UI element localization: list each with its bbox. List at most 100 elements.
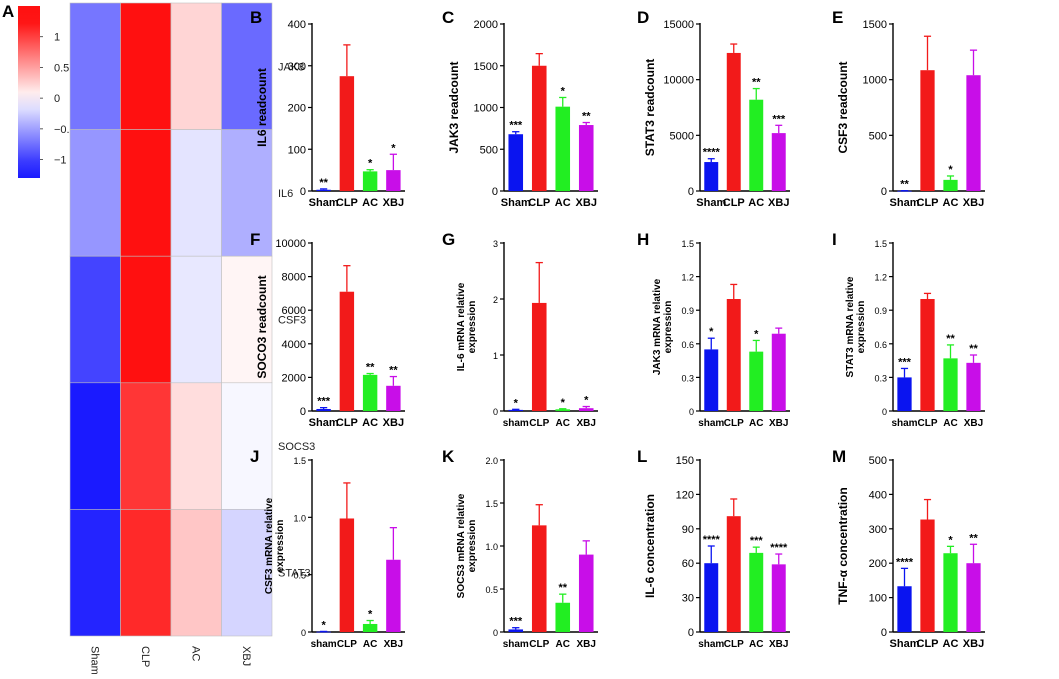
x-tick-label: CLP	[917, 638, 939, 650]
bar-clp	[726, 52, 741, 191]
x-tick-label: AC	[943, 418, 957, 429]
significance-marker: *	[321, 619, 326, 631]
bar-ac	[943, 553, 958, 632]
x-tick-label: AC	[943, 638, 959, 650]
panel-letter-M: M	[832, 447, 846, 466]
x-tick-label: CLP	[724, 418, 744, 429]
bar-ac	[555, 602, 571, 632]
x-tick-label: CLP	[529, 639, 549, 650]
bar-panel-D: D 0 5000 10000 15000 STAT3 readcount **** ShamC…	[637, 8, 790, 209]
y-tick-label: 8000	[282, 272, 306, 284]
y-tick-label: 300	[288, 61, 306, 73]
x-tick-label: sham	[503, 639, 529, 650]
bar-panel-F: F 0 2000 4000 6000 8000 10000 SOCO3 readcount **…	[250, 230, 405, 429]
y-tick-label: 120	[676, 489, 694, 501]
bar-clp	[339, 76, 355, 191]
bar-ac	[555, 106, 571, 191]
x-tick-label: CLP	[528, 197, 550, 209]
y-tick-label: 1.2	[681, 273, 694, 283]
heatmap-cell	[221, 382, 273, 510]
x-tick-label: AC	[555, 197, 571, 209]
y-tick-label: 2000	[474, 19, 498, 31]
significance-marker: ****	[703, 534, 721, 546]
heatmap-cell	[69, 509, 121, 637]
panel-letter-G: G	[442, 230, 455, 249]
y-tick-label: 150	[676, 455, 694, 467]
significance-marker: *	[368, 158, 373, 170]
x-tick-label: CLP	[336, 197, 358, 209]
heatmap-row-label: SOCS3	[278, 441, 315, 453]
significance-marker: *	[948, 534, 953, 546]
x-tick-label: Sham	[890, 197, 920, 209]
y-tick-label: 0	[301, 628, 306, 638]
heatmap-cell	[69, 255, 121, 384]
bar-clp	[339, 291, 355, 411]
bar-sham	[704, 563, 719, 632]
y-tick-label: 2	[493, 295, 498, 305]
significance-marker: **	[969, 343, 978, 355]
significance-marker: ***	[772, 113, 786, 125]
significance-marker: *	[709, 326, 714, 338]
significance-marker: **	[946, 333, 955, 345]
bar-xbj	[578, 125, 594, 191]
bar-sham	[704, 349, 719, 411]
x-tick-label: Sham	[309, 417, 339, 429]
x-tick-label: Sham	[501, 197, 531, 209]
y-tick-label: 0.9	[681, 306, 694, 316]
bar-ac	[362, 623, 378, 632]
y-tick-label: 1.0	[293, 513, 306, 523]
heatmap-row-label: JAK3	[278, 61, 304, 73]
y-axis-label-line2: expression	[275, 520, 286, 573]
bar-xbj	[966, 75, 981, 191]
x-tick-label: sham	[891, 418, 917, 429]
y-tick-label: 0	[688, 186, 694, 198]
bar-sham	[508, 409, 524, 411]
bar-clp	[339, 518, 355, 632]
bar-xbj	[771, 333, 786, 411]
significance-marker: *	[754, 328, 759, 340]
y-tick-label: 60	[682, 558, 694, 570]
x-tick-label: XBJ	[964, 418, 983, 429]
y-tick-label: 1000	[474, 103, 498, 115]
colorbar-tick-label: 1	[54, 32, 60, 44]
y-tick-label: 500	[480, 144, 498, 156]
significance-marker: **	[319, 177, 328, 189]
y-axis-label: CSF3 readcount	[836, 61, 850, 153]
y-tick-label: 15000	[663, 19, 694, 31]
y-tick-label: 0	[493, 407, 498, 417]
y-axis-label: SOCO3 readcount	[255, 275, 269, 378]
significance-marker: *	[368, 609, 373, 621]
y-tick-label: 0.6	[681, 340, 694, 350]
heatmap-column-label: CLP	[139, 646, 151, 667]
x-tick-label: AC	[556, 418, 570, 429]
y-tick-label: 4000	[282, 339, 306, 351]
heatmap-cell	[170, 382, 222, 510]
x-tick-label: Sham	[309, 197, 339, 209]
heatmap-row-label: CSF3	[278, 315, 306, 327]
x-tick-label: AC	[748, 197, 764, 209]
significance-marker: *	[561, 397, 566, 409]
bar-clp	[920, 519, 935, 632]
bar-sham	[704, 162, 719, 191]
x-tick-label: XBJ	[963, 197, 984, 209]
bar-xbj	[386, 170, 401, 191]
panel-letter-J: J	[250, 447, 259, 466]
y-axis-label: IL-6 concentration	[643, 494, 657, 598]
bar-ac	[943, 179, 958, 191]
heatmap-cell	[120, 2, 172, 130]
y-tick-label: 0	[492, 186, 498, 198]
y-axis-label: TNF-α concentration	[836, 487, 850, 604]
y-tick-label: 5000	[670, 130, 694, 142]
y-tick-label: 1000	[863, 75, 887, 87]
heatmap-cell	[170, 255, 222, 384]
y-tick-label: 0.9	[874, 306, 887, 316]
significance-marker: **	[582, 111, 591, 123]
significance-marker: *	[948, 164, 953, 176]
bar-xbj	[966, 362, 981, 411]
panel-letter-F: F	[250, 230, 260, 249]
y-axis-label: JAK3 readcount	[447, 61, 461, 153]
panel-letter-A: A	[2, 2, 14, 21]
